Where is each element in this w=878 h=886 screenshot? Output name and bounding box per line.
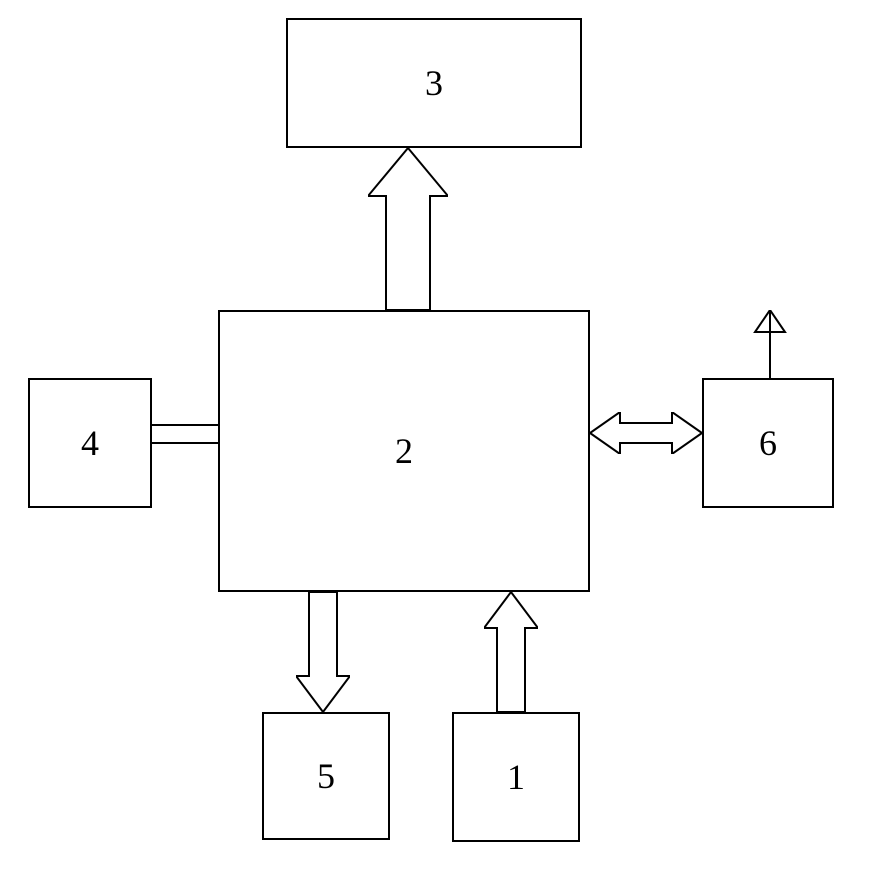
block-1-label: 1	[507, 756, 525, 798]
arrow-2-to-6-bidirectional	[590, 412, 702, 454]
arrow-2-to-3	[368, 148, 448, 310]
block-5-label: 5	[317, 755, 335, 797]
antenna-icon	[752, 310, 788, 378]
block-6: 6	[702, 378, 834, 508]
block-3: 3	[286, 18, 582, 148]
arrow-2-to-5	[296, 592, 350, 712]
block-4: 4	[28, 378, 152, 508]
block-5: 5	[262, 712, 390, 840]
arrow-1-to-2	[484, 592, 538, 712]
block-4-label: 4	[81, 422, 99, 464]
block-2-label: 2	[395, 430, 413, 472]
block-3-label: 3	[425, 62, 443, 104]
block-2: 2	[218, 310, 590, 592]
block-1: 1	[452, 712, 580, 842]
block-6-label: 6	[759, 422, 777, 464]
connector-4-to-2	[152, 424, 218, 444]
